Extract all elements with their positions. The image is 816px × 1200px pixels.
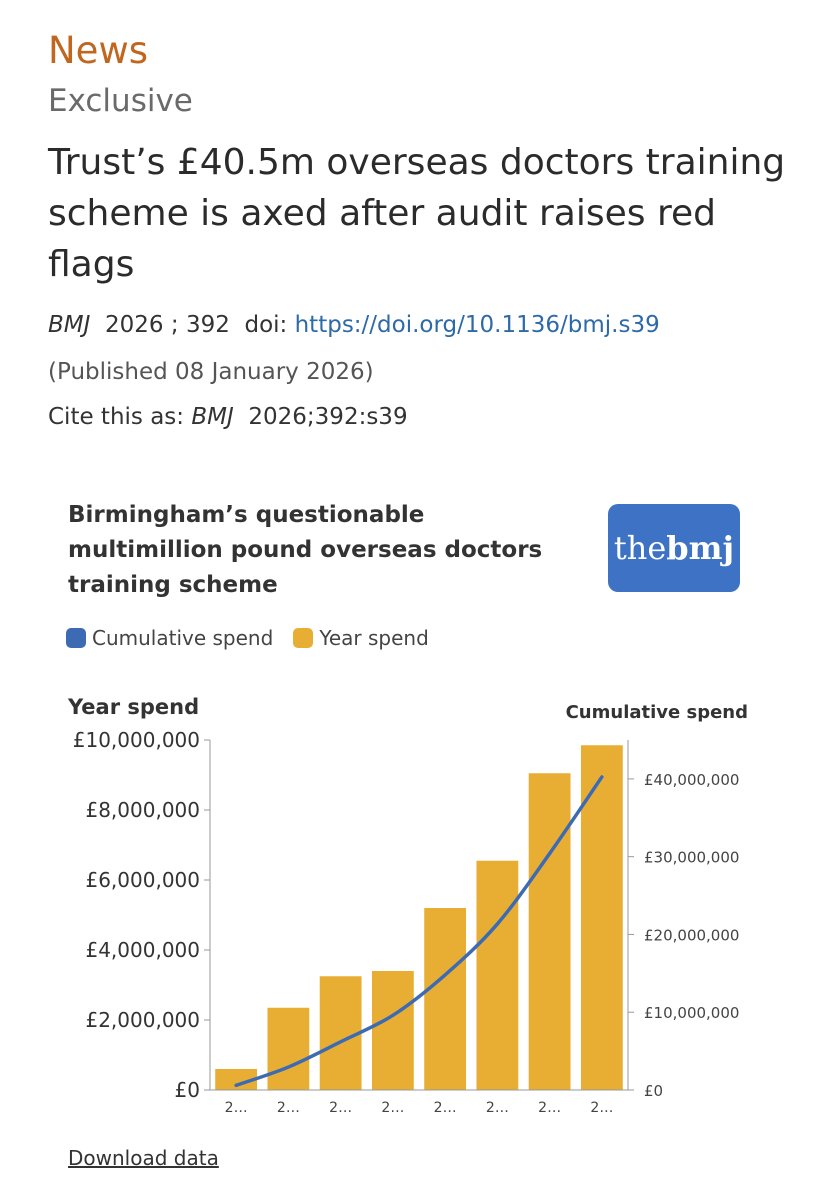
bar-year-spend (476, 860, 519, 1090)
journal-name: BMJ (48, 312, 91, 338)
y-axis-title-right: Cumulative spend (566, 702, 748, 723)
doi-link[interactable]: https://doi.org/10.1136/bmj.s39 (294, 312, 660, 338)
bar-year-spend (215, 1069, 258, 1090)
citation-year: 2026 (105, 312, 164, 338)
legend-label-cumulative: Cumulative spend (92, 626, 274, 650)
citation-line: BMJ 2026 ; 392 doi: https://doi.org/10.1… (48, 309, 788, 341)
bar-year-spend (371, 971, 414, 1090)
section-label[interactable]: News (48, 29, 148, 72)
bar-year-spend (528, 773, 571, 1090)
cite-prefix: Cite this as: (48, 404, 185, 430)
spend-chart: Year spend Cumulative spend £0 £2,000,000 £4… (67, 695, 748, 1116)
y-tick-label-left: £0 (175, 1078, 200, 1102)
bar-year-spend (319, 976, 362, 1090)
y-tick-label-right: £0 (644, 1082, 663, 1100)
y-tick-label-left: £6,000,000 (85, 868, 200, 892)
logo-bold: bmj (666, 529, 735, 567)
y-tick-label-right: £30,000,000 (644, 849, 739, 867)
x-tick-label: 2… (381, 1100, 404, 1116)
y-tick-label-right: £20,000,000 (644, 926, 739, 944)
y-tick-label-left: £10,000,000 (73, 728, 200, 752)
article-headline: Trust’s £40.5m overseas doctors training… (48, 142, 786, 285)
logo-prefix: the (613, 529, 667, 567)
legend-label-year: Year spend (319, 626, 429, 650)
citation-separator: ; (170, 312, 179, 338)
doi-label: doi: (244, 312, 288, 338)
x-tick-label: 2… (486, 1100, 509, 1116)
line-cumulative-spend (234, 775, 604, 1088)
x-tick-label: 2… (538, 1100, 561, 1116)
y-tick-label-left: £4,000,000 (85, 938, 200, 962)
legend-swatch-cumulative (66, 628, 86, 648)
x-tick-label: 2… (329, 1100, 352, 1116)
bar-year-spend (267, 1007, 310, 1090)
x-tick-label: 2… (590, 1100, 613, 1116)
download-data-link[interactable]: Download data (68, 1146, 219, 1170)
bmj-logo[interactable]: the bmj (608, 504, 740, 592)
chart-legend: Cumulative spend Year spend (66, 626, 449, 650)
cite-journal: BMJ (191, 404, 234, 430)
x-tick-label: 2… (277, 1100, 300, 1116)
bar-year-spend (580, 745, 623, 1090)
y-tick-label-left: £8,000,000 (85, 798, 200, 822)
y-tick-label-left: £2,000,000 (85, 1008, 200, 1032)
legend-item-cumulative[interactable]: Cumulative spend (66, 626, 273, 650)
kicker-label: Exclusive (48, 83, 193, 119)
x-tick-label: 2… (225, 1100, 248, 1116)
published-date: (Published 08 January 2026) (48, 359, 374, 385)
chart-title: Birmingham’s questionable multimillion p… (68, 502, 543, 598)
x-tick-label: 2… (434, 1100, 457, 1116)
cite-line: Cite this as: BMJ 2026;392:s39 (48, 401, 788, 433)
legend-swatch-year (293, 628, 314, 648)
citation-volume: 392 (185, 312, 230, 338)
legend-item-year[interactable]: Year spend (293, 626, 429, 650)
y-tick-label-right: £10,000,000 (644, 1004, 739, 1022)
bar-year-spend (424, 908, 467, 1090)
cite-reference: 2026;392:s39 (248, 404, 408, 430)
y-axis-title-left: Year spend (67, 695, 199, 719)
y-tick-label-right: £40,000,000 (644, 771, 739, 789)
